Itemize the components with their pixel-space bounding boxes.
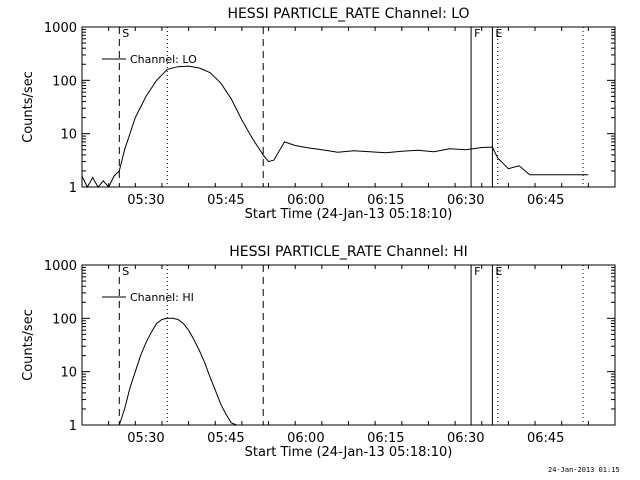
panel1-x-tick-label: 06:15 <box>367 193 404 208</box>
panel2-x-tick-label: 06:45 <box>527 431 564 446</box>
panel1-x-axis-label: Start Time (24-Jan-13 05:18:10) <box>245 207 453 222</box>
panel2-y-axis-label: Counts/sec <box>21 309 36 381</box>
panel1-y-axis-label: Counts/sec <box>21 71 36 143</box>
panel1-marker-label: F <box>474 27 480 40</box>
panel2-y-tick-label: 1000 <box>44 259 77 274</box>
panel1-y-tick-label: 100 <box>52 74 77 89</box>
panel1-y-tick-label: 1000 <box>44 21 77 36</box>
panel2-y-tick-label: 10 <box>60 366 77 381</box>
panel1-legend-label: Channel: LO <box>130 53 197 66</box>
panel1-x-tick-label: 06:00 <box>287 193 324 208</box>
panel1-y-tick-label: 10 <box>60 128 77 143</box>
panel2-legend-label: Channel: HI <box>130 291 194 304</box>
panel2-chart-title: HESSI PARTICLE_RATE Channel: HI <box>229 244 467 260</box>
timestamp-stamp: 24-Jan-2013 01:15 <box>548 466 620 474</box>
panel2-x-tick-label: 05:30 <box>127 431 164 446</box>
panel2-x-tick-label: 06:00 <box>287 431 324 446</box>
panel1-x-tick-label: 06:30 <box>447 193 484 208</box>
panel1-y-tick-label: 1 <box>69 181 77 196</box>
panel2-series-line <box>118 317 237 426</box>
panel2-marker-label: S <box>122 265 129 278</box>
panel1-marker-label: E <box>495 27 502 40</box>
panel2-marker-label: F <box>474 265 480 278</box>
panel1-chart-title: HESSI PARTICLE_RATE Channel: LO <box>227 6 469 22</box>
panel1-x-tick-label: 05:30 <box>127 193 164 208</box>
panel1-marker-label: S <box>122 27 129 40</box>
panel2-x-tick-label: 06:15 <box>367 431 404 446</box>
panel2-x-tick-label: 06:30 <box>447 431 484 446</box>
panel2-x-axis-label: Start Time (24-Jan-13 05:18:10) <box>245 445 453 460</box>
panel2-x-tick-label: 05:45 <box>207 431 244 446</box>
panel2-y-tick-label: 100 <box>52 312 77 327</box>
panel1-series-line <box>81 65 589 189</box>
panel1-plot-frame <box>81 26 616 188</box>
panel1-x-tick-label: 06:45 <box>527 193 564 208</box>
panel2-marker-label: E <box>495 265 502 278</box>
panel1-x-tick-label: 05:45 <box>207 193 244 208</box>
panel2-plot-frame <box>81 264 616 426</box>
panel2-y-tick-label: 1 <box>69 419 77 434</box>
